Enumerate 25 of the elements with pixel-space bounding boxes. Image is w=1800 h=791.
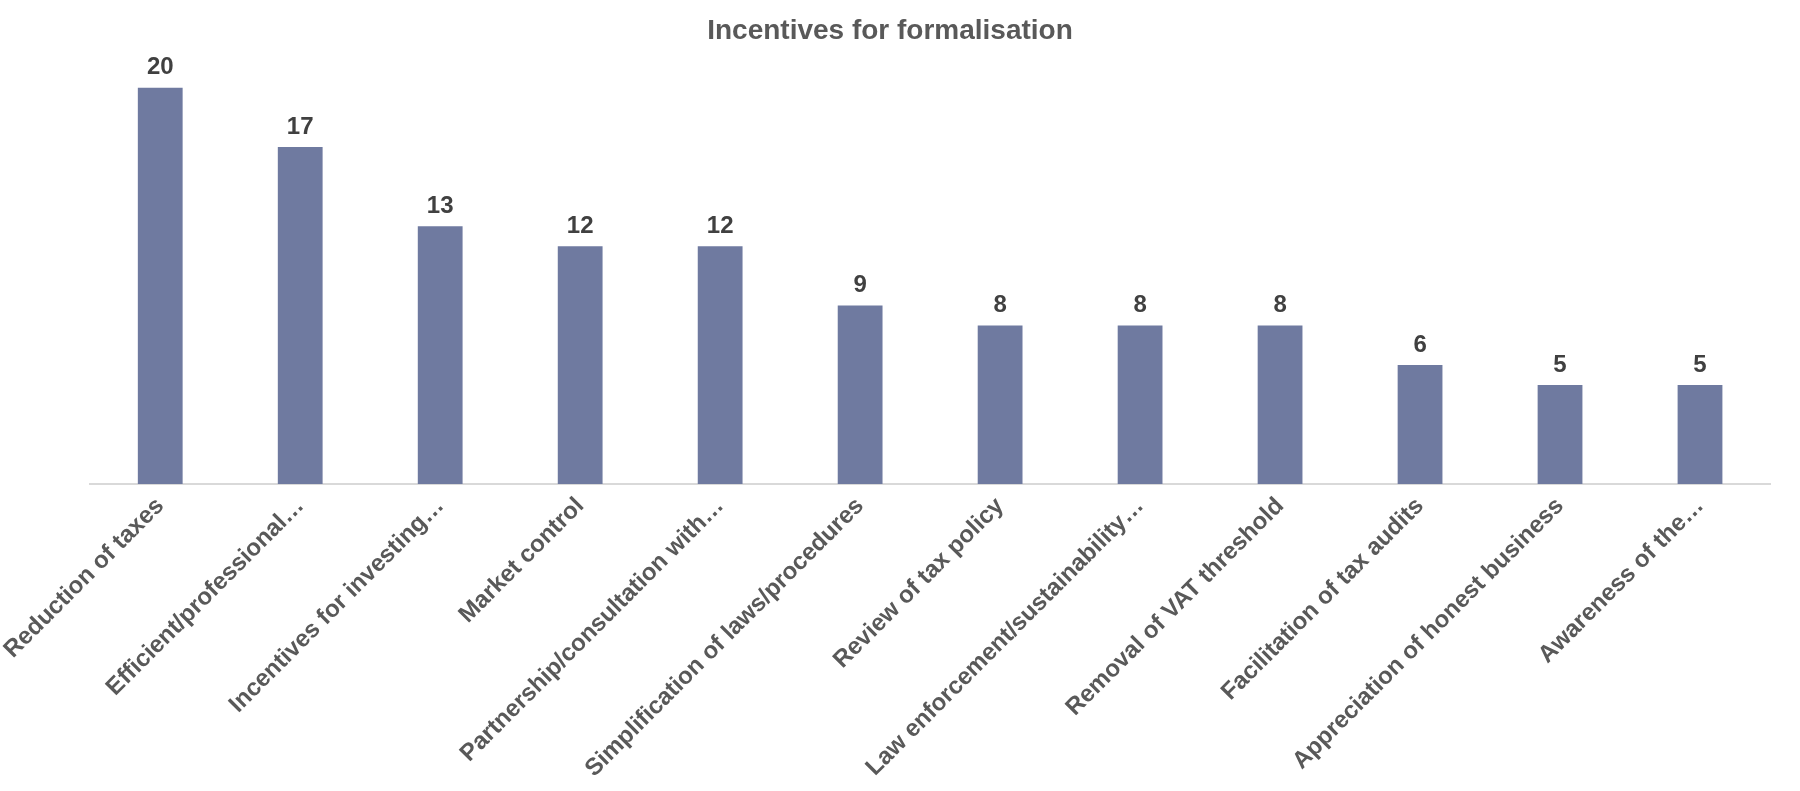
bar	[417, 226, 463, 484]
bar	[557, 246, 603, 484]
bar	[1257, 325, 1303, 484]
data-label: 17	[286, 111, 314, 139]
bar	[1537, 384, 1583, 484]
data-label: 20	[146, 52, 174, 80]
chart-title: Incentives for formalisation	[707, 13, 1073, 45]
data-label: 12	[706, 210, 734, 238]
data-label: 12	[566, 210, 594, 238]
bar	[1117, 325, 1163, 484]
data-label: 5	[1693, 349, 1707, 377]
bar	[697, 246, 743, 484]
bar	[1397, 365, 1443, 484]
data-label: 8	[1133, 290, 1147, 318]
bar	[837, 305, 883, 484]
bar	[1677, 384, 1723, 484]
bar	[277, 147, 323, 484]
data-label: 6	[1413, 329, 1427, 357]
data-label: 5	[1553, 349, 1567, 377]
data-label: 9	[853, 270, 867, 298]
data-label: 8	[1273, 290, 1287, 318]
bar	[977, 325, 1023, 484]
data-label: 13	[426, 190, 454, 218]
bar	[137, 87, 183, 484]
data-label: 8	[993, 290, 1007, 318]
